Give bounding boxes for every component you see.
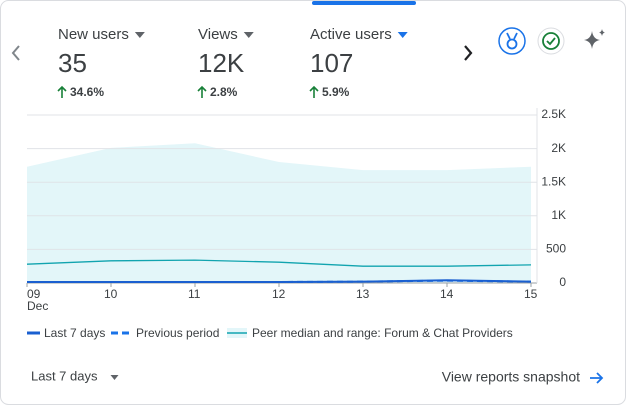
x-tick-label: 14 [440, 287, 454, 301]
legend-item[interactable]: Peer median and range: Forum & Chat Prov… [227, 326, 513, 340]
legend-item[interactable]: Last 7 days [27, 326, 105, 340]
y-tick-label: 500 [546, 242, 566, 256]
series-line [27, 279, 532, 283]
x-month-label: Dec [27, 299, 48, 313]
period-dropdown[interactable]: Last 7 days [31, 368, 119, 383]
series-line [26, 259, 532, 267]
dropdown-caret [134, 32, 145, 38]
link-arrow [590, 372, 604, 384]
y-tick-label: 1K [551, 208, 566, 222]
dropdown-caret [397, 32, 408, 38]
metric-change: 34.6% [70, 85, 104, 99]
metric-change: 2.8% [210, 85, 238, 99]
metric-value: 12K [198, 48, 245, 78]
legend-label: Last 7 days [44, 326, 105, 340]
metric-value: 35 [58, 48, 87, 78]
metric-change: 5.9% [322, 85, 350, 99]
legend-label: Peer median and range: Forum & Chat Prov… [252, 326, 513, 340]
x-tick-label: 13 [356, 287, 370, 301]
metric-tab[interactable]: Views 12K 2.8% [197, 26, 254, 99]
y-tick-label: 1.5K [541, 174, 566, 188]
metric-value: 107 [310, 48, 353, 78]
check-icon[interactable] [537, 27, 565, 55]
metric-tab[interactable]: Active users 107 5.9% [309, 1, 416, 99]
metric-label: Views [198, 26, 238, 43]
metric-label: New users [58, 26, 129, 43]
x-tick-label: 12 [272, 287, 286, 301]
selected-indicator [312, 1, 416, 5]
sparkle-icon[interactable] [584, 29, 605, 49]
metric-label: Active users [310, 26, 392, 43]
x-tick-label: 10 [104, 287, 118, 301]
y-tick-label: 0 [559, 275, 566, 289]
legend-item[interactable]: Previous period [111, 326, 219, 340]
y-tick-label: 2.5K [541, 107, 566, 121]
y-tick-label: 2K [551, 141, 566, 155]
up-arrow [57, 85, 67, 98]
metric-tab[interactable]: New users 35 34.6% [57, 26, 145, 99]
period-label: Last 7 days [31, 368, 98, 383]
link-label: View reports snapshot [442, 369, 580, 385]
dropdown-caret [110, 375, 119, 380]
x-tick-label: 15 [524, 287, 538, 301]
medal-icon[interactable] [498, 27, 526, 55]
legend-label: Previous period [136, 326, 219, 340]
up-arrow [309, 85, 319, 98]
prev-arrow[interactable] [11, 45, 20, 61]
peer-range-band [27, 143, 531, 283]
x-tick-label: 09 [27, 287, 41, 301]
x-tick-label: 11 [188, 287, 201, 301]
dropdown-caret [243, 32, 254, 38]
up-arrow [197, 85, 207, 98]
reports-link[interactable]: View reports snapshot [442, 369, 604, 385]
next-arrow[interactable] [464, 45, 473, 61]
